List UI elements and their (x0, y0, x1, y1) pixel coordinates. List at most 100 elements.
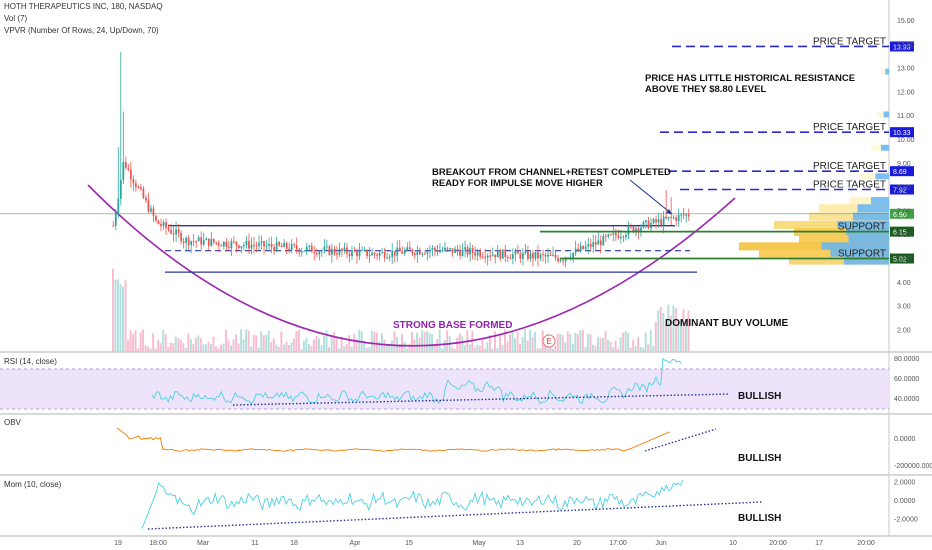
candle-body-92 (343, 247, 346, 251)
candle-body-99 (361, 249, 363, 251)
candle-body-111 (391, 251, 394, 257)
candle-body-160 (514, 250, 517, 255)
volume-bar-55 (250, 346, 253, 352)
candle-body-227 (682, 214, 685, 216)
volume-bar-198 (609, 341, 612, 352)
x-axis-tick-9: 20 (573, 540, 581, 547)
vpvr-up-bar-12 (885, 68, 889, 75)
candle-body-156 (504, 249, 507, 257)
x-axis-tick-2: Mar (197, 540, 210, 547)
candle-body-172 (544, 254, 547, 257)
volume-bar-101 (365, 347, 368, 352)
candle-body-214 (650, 222, 652, 229)
price-target-label-1: PRICE TARGET (813, 122, 886, 133)
candle-body-51 (240, 246, 243, 249)
volume-bar-188 (584, 347, 587, 352)
volume-bar-111 (390, 340, 393, 352)
candle-body-72 (293, 244, 296, 246)
vpvr-bar-12 (881, 68, 889, 75)
candle-body-157 (506, 256, 509, 259)
volume-bar-168 (534, 332, 537, 352)
volume-bar-182 (569, 334, 572, 352)
candle-body-39 (210, 238, 213, 246)
candle-body-74 (298, 249, 301, 253)
volume-bar-159 (511, 330, 514, 352)
volume-bar-23 (169, 342, 172, 352)
volume-bar-110 (388, 344, 391, 352)
volume-bar-137 (456, 337, 459, 352)
earnings-marker-label: E (546, 337, 551, 346)
obv-trendline (644, 428, 717, 452)
candle-body-100 (363, 249, 366, 251)
candle-body-28 (182, 241, 185, 243)
candle-body-128 (434, 247, 436, 251)
candle-body-222 (670, 216, 673, 218)
volume-bar-212 (644, 332, 647, 352)
candle-body-119 (411, 249, 414, 254)
support-tag-value-0: 6.15 (893, 230, 907, 237)
candle-body-27 (180, 232, 182, 242)
volume-bar-125 (426, 331, 429, 352)
candle-body-20 (162, 222, 165, 226)
volume-bar-89 (335, 336, 338, 352)
candle-body-71 (290, 244, 293, 251)
volume-bar-4 (122, 286, 124, 352)
volume-bar-71 (290, 342, 293, 352)
vpvr-bar-8 (789, 256, 889, 265)
candle-body-75 (300, 251, 303, 253)
candle-body-167 (532, 253, 534, 259)
candle-body-186 (579, 245, 582, 251)
candle-body-10 (137, 187, 140, 189)
candle-body-34 (197, 237, 200, 242)
volume-bar-165 (526, 340, 529, 352)
volume-bar-25 (174, 336, 177, 352)
candle-body-13 (145, 197, 147, 201)
rsi-axis-tick-1: 60.0000 (894, 376, 919, 383)
volume-bar-26 (177, 338, 180, 352)
volume-bar-183 (571, 343, 574, 352)
volume-bar-175 (551, 348, 554, 352)
candle-body-168 (534, 252, 537, 259)
volume-bar-84 (323, 336, 326, 352)
candle-body-164 (524, 251, 527, 254)
candle-body-117 (406, 247, 409, 251)
volume-bar-8 (132, 334, 135, 352)
price-target-tag-0 (890, 41, 914, 52)
volume-bar-194 (599, 338, 602, 352)
candle-body-139 (461, 249, 464, 256)
volume-bar-61 (265, 334, 268, 352)
candle-body-190 (589, 243, 592, 248)
candle-body-133 (446, 247, 449, 249)
obv-pane-label: OBV (4, 418, 21, 427)
candle-body-55 (250, 245, 253, 249)
candle-body-228 (685, 214, 688, 216)
candle-body-40 (212, 238, 215, 243)
volume-bar-80 (313, 339, 315, 352)
obv-axis-tick-0: 0.0000 (894, 436, 916, 443)
candle-body-76 (303, 250, 306, 252)
dominant-buy-label: DOMINANT BUY VOLUME (665, 318, 788, 329)
volume-bar-220 (664, 324, 667, 352)
candle-body-33 (195, 241, 198, 243)
candle-body-66 (278, 242, 280, 246)
volume-bar-7 (129, 330, 132, 352)
volume-bar-149 (486, 342, 489, 352)
candle-body-107 (381, 251, 384, 254)
candle-body-134 (449, 248, 451, 250)
candle-body-58 (258, 242, 260, 247)
candle-body-199 (612, 233, 615, 235)
volume-bar-214 (649, 330, 652, 352)
candle-body-30 (187, 237, 190, 246)
candle-body-169 (537, 252, 539, 259)
volume-bar-68 (282, 344, 285, 352)
candle-body-36 (202, 239, 205, 245)
vpvr-bar-11 (877, 111, 889, 118)
volume-bar-35 (199, 338, 202, 352)
mom-axis-tick-2: -2.0000 (894, 516, 918, 523)
vpvr-up-bar-6 (821, 242, 889, 251)
support-tag-0 (890, 226, 914, 237)
candle-body-35 (200, 237, 203, 245)
candle-body-114 (398, 247, 401, 252)
volume-bar-15 (149, 348, 152, 352)
